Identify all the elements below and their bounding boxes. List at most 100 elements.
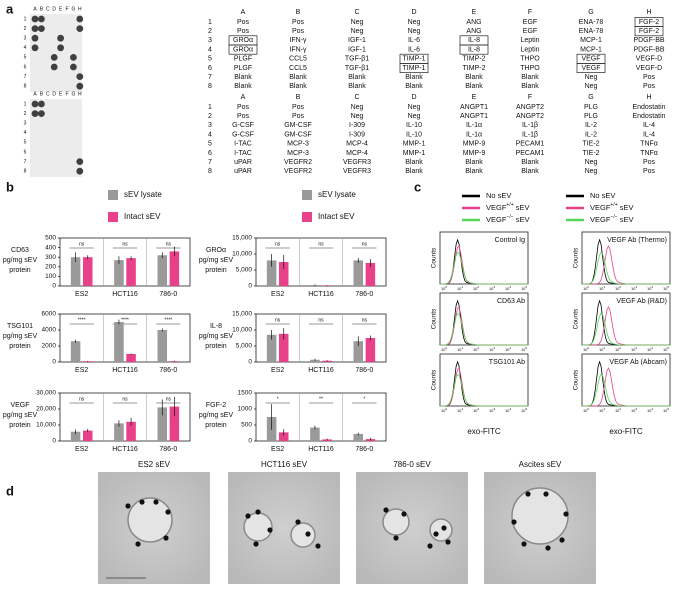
panel-label: d [6, 483, 14, 498]
x-tick-label: ES2 [75, 367, 88, 374]
y-tick-label: 300 [45, 254, 56, 261]
table-cell: Blank [289, 74, 307, 81]
table-cell: VEGF [581, 56, 600, 63]
table-cell: Blank [521, 168, 539, 175]
array-col-label: G [71, 6, 75, 12]
table-cell: IL-8 [468, 46, 480, 53]
x-axis-label: exo-FITC [467, 427, 501, 436]
table-row-header: 8 [208, 168, 212, 175]
array-spot [76, 82, 84, 90]
x-tick-label: ES2 [75, 291, 88, 298]
array-row-label: 4 [24, 45, 27, 51]
bar [70, 431, 81, 441]
gold-particle [125, 503, 131, 509]
x-tick-label: HCT116 [112, 446, 138, 453]
table-cell: MMP-9 [463, 150, 486, 157]
tick-base: 10 [647, 408, 652, 413]
table-col-header: F [528, 9, 532, 16]
tick-exponent: 3 [493, 346, 495, 350]
array-image [30, 14, 82, 92]
array-spot [70, 63, 77, 71]
legend-part: VEGF [486, 215, 507, 224]
table-cell: Leptin [520, 46, 539, 53]
legend-swatch [108, 212, 118, 222]
table-cell: MMP-1 [403, 150, 426, 157]
table-col-header: D [411, 94, 416, 101]
y-tick-label: 100 [45, 273, 56, 280]
bar [70, 341, 81, 362]
table-cell: THPO [520, 56, 540, 63]
table-cell: GROα [233, 37, 253, 44]
table-col-header: A [241, 94, 246, 101]
table-cell: Blank [405, 74, 423, 81]
array-row-label: 8 [24, 84, 27, 90]
y-axis-label: pg/mg sEV [3, 257, 38, 264]
x-tick-label: HCT116 [308, 446, 334, 453]
x-tick-label: HCT116 [112, 291, 138, 298]
table-cell: uPAR [234, 159, 252, 166]
array-spot [38, 100, 45, 108]
tick-exponent: 2 [619, 285, 621, 289]
annotation: **** [78, 317, 86, 323]
table-cell: Pos [643, 159, 656, 166]
histogram-curve [582, 312, 670, 346]
tick-exponent: 4 [651, 285, 653, 289]
vesicle [290, 522, 316, 548]
table-cell: Blank [465, 168, 483, 175]
x-tick-label: 786-0 [159, 291, 177, 298]
legend-part: VEGF [590, 203, 611, 212]
table-cell: VEGFR3 [343, 168, 371, 175]
y-axis-label: VEGF [10, 402, 29, 409]
bar [114, 423, 124, 441]
table-cell: TIE-2 [582, 150, 599, 157]
tick-base: 10 [599, 408, 604, 413]
array-row-label: 7 [24, 159, 27, 165]
table-row-header: 7 [208, 74, 212, 81]
bar [70, 257, 81, 286]
array-spot [57, 34, 64, 42]
legend-part: sEV [514, 215, 530, 224]
highlight-box [634, 26, 664, 37]
x-tick-label: 103 [489, 285, 495, 291]
table-cell: VEGF [581, 65, 600, 72]
y-axis-label: GROα [206, 247, 226, 254]
legend-part: VEGF [590, 215, 611, 224]
x-tick-label: 104 [647, 407, 653, 413]
x-tick-label: 104 [647, 285, 653, 291]
gold-particle [135, 541, 141, 547]
y-axis-label: Counts [431, 247, 438, 268]
gold-particle [315, 543, 321, 549]
x-tick-label: 101 [599, 407, 605, 413]
table-cell: TIMP-2 [463, 56, 486, 63]
x-tick-label: HCT116 [308, 367, 334, 374]
table-cell: IL-6 [408, 46, 420, 53]
table-row-header: 8 [208, 83, 212, 90]
annotation: ns [362, 241, 368, 247]
table-col-header: H [646, 9, 651, 16]
histogram-curve [440, 312, 528, 346]
annotation: ns [318, 317, 324, 323]
table-row-header: 7 [208, 159, 212, 166]
table-cell: ANGPT2 [516, 113, 544, 120]
array-col-label: F [65, 91, 68, 97]
y-axis-label: pg/mg sEV [199, 257, 234, 264]
table-cell: Blank [521, 83, 539, 90]
panel-title: VEGF Ab (Thermo) [607, 237, 667, 244]
array-spot [38, 15, 45, 23]
array-col-label: E [59, 6, 63, 12]
table-cell: PLG [584, 104, 598, 111]
x-tick-label: 103 [489, 346, 495, 352]
table-row-header: 3 [208, 37, 212, 44]
table-col-header: D [411, 9, 416, 16]
array-row-label: 6 [24, 64, 27, 70]
tick-exponent: 4 [651, 346, 653, 350]
array-row-label: 5 [24, 140, 27, 146]
table-cell: Neg [351, 28, 364, 35]
table-cell: CCL5 [289, 65, 307, 72]
table-cell: Pos [643, 83, 656, 90]
y-axis-label: Counts [431, 308, 438, 329]
gold-particle [401, 511, 407, 517]
array-col-label: C [46, 91, 50, 97]
tick-exponent: 3 [635, 407, 637, 411]
histogram-curve [440, 373, 528, 407]
